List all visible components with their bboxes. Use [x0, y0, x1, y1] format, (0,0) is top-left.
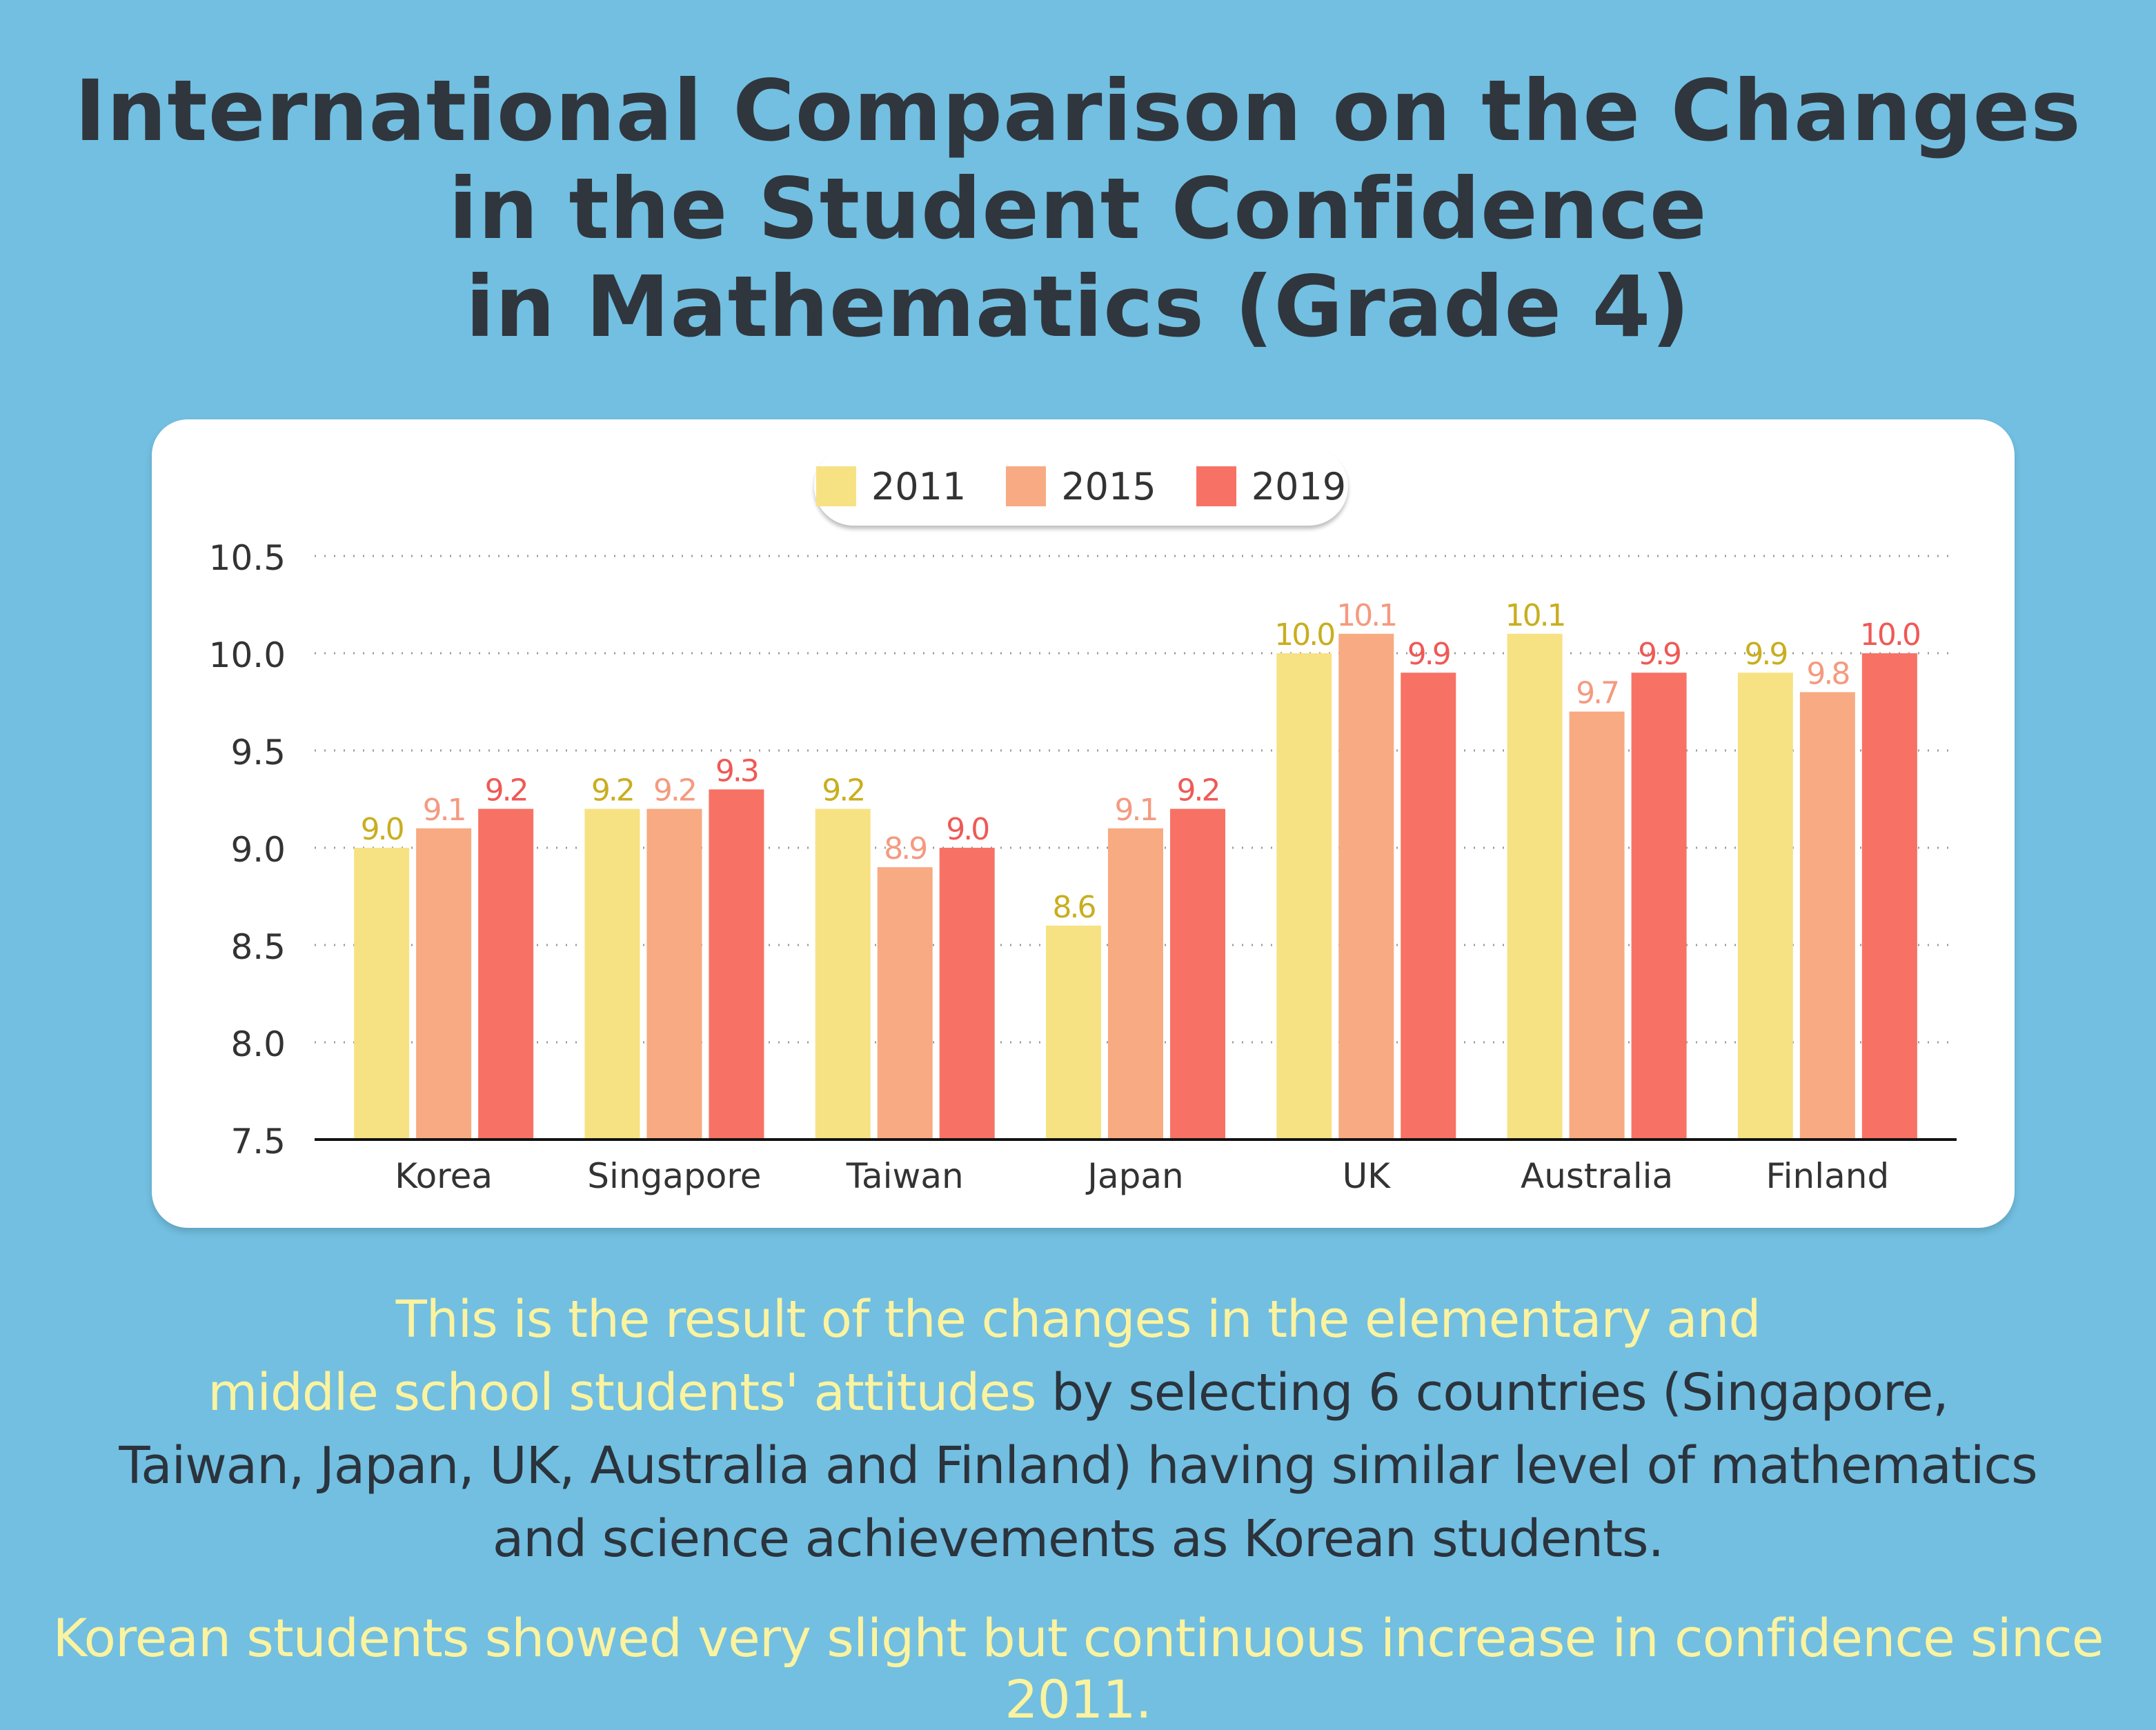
bar-2015 — [1569, 711, 1625, 1140]
x-tick-label: Australia — [1521, 1156, 1673, 1196]
x-tick-label: Finland — [1766, 1156, 1890, 1196]
legend-label: 2019 — [1251, 464, 1347, 508]
legend-label: 2015 — [1061, 464, 1156, 508]
data-label: 9.1 — [1115, 793, 1157, 828]
bar-2011 — [815, 808, 871, 1140]
legend-item-2019: 2019 — [1196, 465, 1346, 508]
bar-2011 — [354, 848, 410, 1140]
data-label: 9.9 — [1744, 637, 1786, 672]
description-highlight: middle school students' attitudes — [208, 1363, 1036, 1422]
bar-2011 — [1507, 633, 1563, 1140]
data-label: 8.6 — [1053, 890, 1096, 925]
data-label: 10.0 — [1860, 617, 1920, 653]
data-label: 10.1 — [1505, 598, 1565, 633]
bar-2015 — [1799, 692, 1855, 1140]
description-text: by selecting 6 countries (Singapore, — [1036, 1363, 1949, 1422]
bar-2019 — [1631, 673, 1687, 1140]
bar-2011 — [1046, 925, 1101, 1140]
title-line: in Mathematics (Grade 4) — [465, 258, 1691, 356]
data-label: 9.3 — [715, 753, 758, 788]
bar-2019 — [709, 789, 764, 1140]
description-text: Taiwan, Japan, UK, Australia and Finland… — [119, 1436, 2037, 1495]
conclusion: Korean students showed very slight but c… — [52, 1607, 2104, 1730]
y-tick-label: 9.5 — [230, 733, 286, 773]
legend-swatch — [1006, 466, 1047, 506]
data-label: 9.7 — [1576, 676, 1618, 711]
data-label: 9.2 — [1177, 773, 1219, 808]
bar-2019 — [1401, 673, 1456, 1140]
x-tick-label: UK — [1343, 1156, 1392, 1196]
data-label: 9.2 — [485, 773, 527, 808]
x-tick-label: Korea — [395, 1156, 493, 1196]
data-label: 8.9 — [884, 831, 926, 866]
data-label: 10.1 — [1336, 598, 1396, 633]
data-label: 9.1 — [423, 793, 465, 828]
y-tick-label: 7.5 — [230, 1122, 286, 1162]
title-line: in the Student Confidence — [448, 160, 1708, 258]
legend-item-2015: 2015 — [1006, 465, 1156, 508]
title-line: International Comparison on the Changes — [75, 62, 2081, 160]
bar-2019 — [478, 808, 534, 1140]
bar-2019 — [1861, 653, 1917, 1140]
data-label: 9.2 — [591, 773, 633, 808]
legend-swatch — [1196, 466, 1236, 506]
data-label: 9.0 — [361, 812, 404, 847]
data-label: 9.2 — [653, 773, 695, 808]
y-tick-label: 8.5 — [230, 927, 286, 967]
x-tick-label: Singapore — [587, 1156, 761, 1196]
x-tick-label: Taiwan — [846, 1156, 964, 1196]
bar-2011 — [1276, 653, 1332, 1140]
y-tick-label: 10.0 — [209, 635, 286, 675]
description-highlight: This is the result of the changes in the… — [395, 1290, 1761, 1349]
data-label: 10.0 — [1274, 617, 1334, 653]
data-label: 9.9 — [1638, 637, 1680, 672]
bar-2015 — [1338, 633, 1394, 1140]
data-label: 9.8 — [1806, 656, 1848, 691]
bar-2011 — [1737, 673, 1793, 1140]
y-tick-label: 9.0 — [230, 830, 286, 870]
data-label: 9.2 — [822, 773, 864, 808]
description-text: and science achievements as Korean stude… — [492, 1509, 1664, 1569]
bar-2015 — [877, 867, 933, 1140]
bar-2019 — [1170, 808, 1225, 1140]
chart-legend: 2011 2015 2019 — [814, 447, 1348, 526]
page-title: International Comparison on the Changes … — [0, 62, 2156, 356]
bar-2019 — [939, 848, 995, 1140]
bar-2015 — [646, 808, 702, 1140]
x-tick-label: Japan — [1085, 1156, 1183, 1196]
legend-label: 2011 — [871, 464, 967, 508]
y-tick-label: 10.5 — [209, 538, 286, 578]
bar-2011 — [584, 808, 640, 1140]
data-label: 9.9 — [1407, 637, 1450, 672]
y-tick-label: 8.0 — [230, 1024, 286, 1064]
data-label: 9.0 — [946, 812, 989, 847]
bar-2015 — [416, 828, 472, 1140]
bar-2015 — [1108, 828, 1163, 1140]
legend-swatch — [815, 466, 856, 506]
description: This is the result of the changes in the… — [0, 1283, 2156, 1575]
legend-item-2011: 2011 — [815, 464, 967, 508]
